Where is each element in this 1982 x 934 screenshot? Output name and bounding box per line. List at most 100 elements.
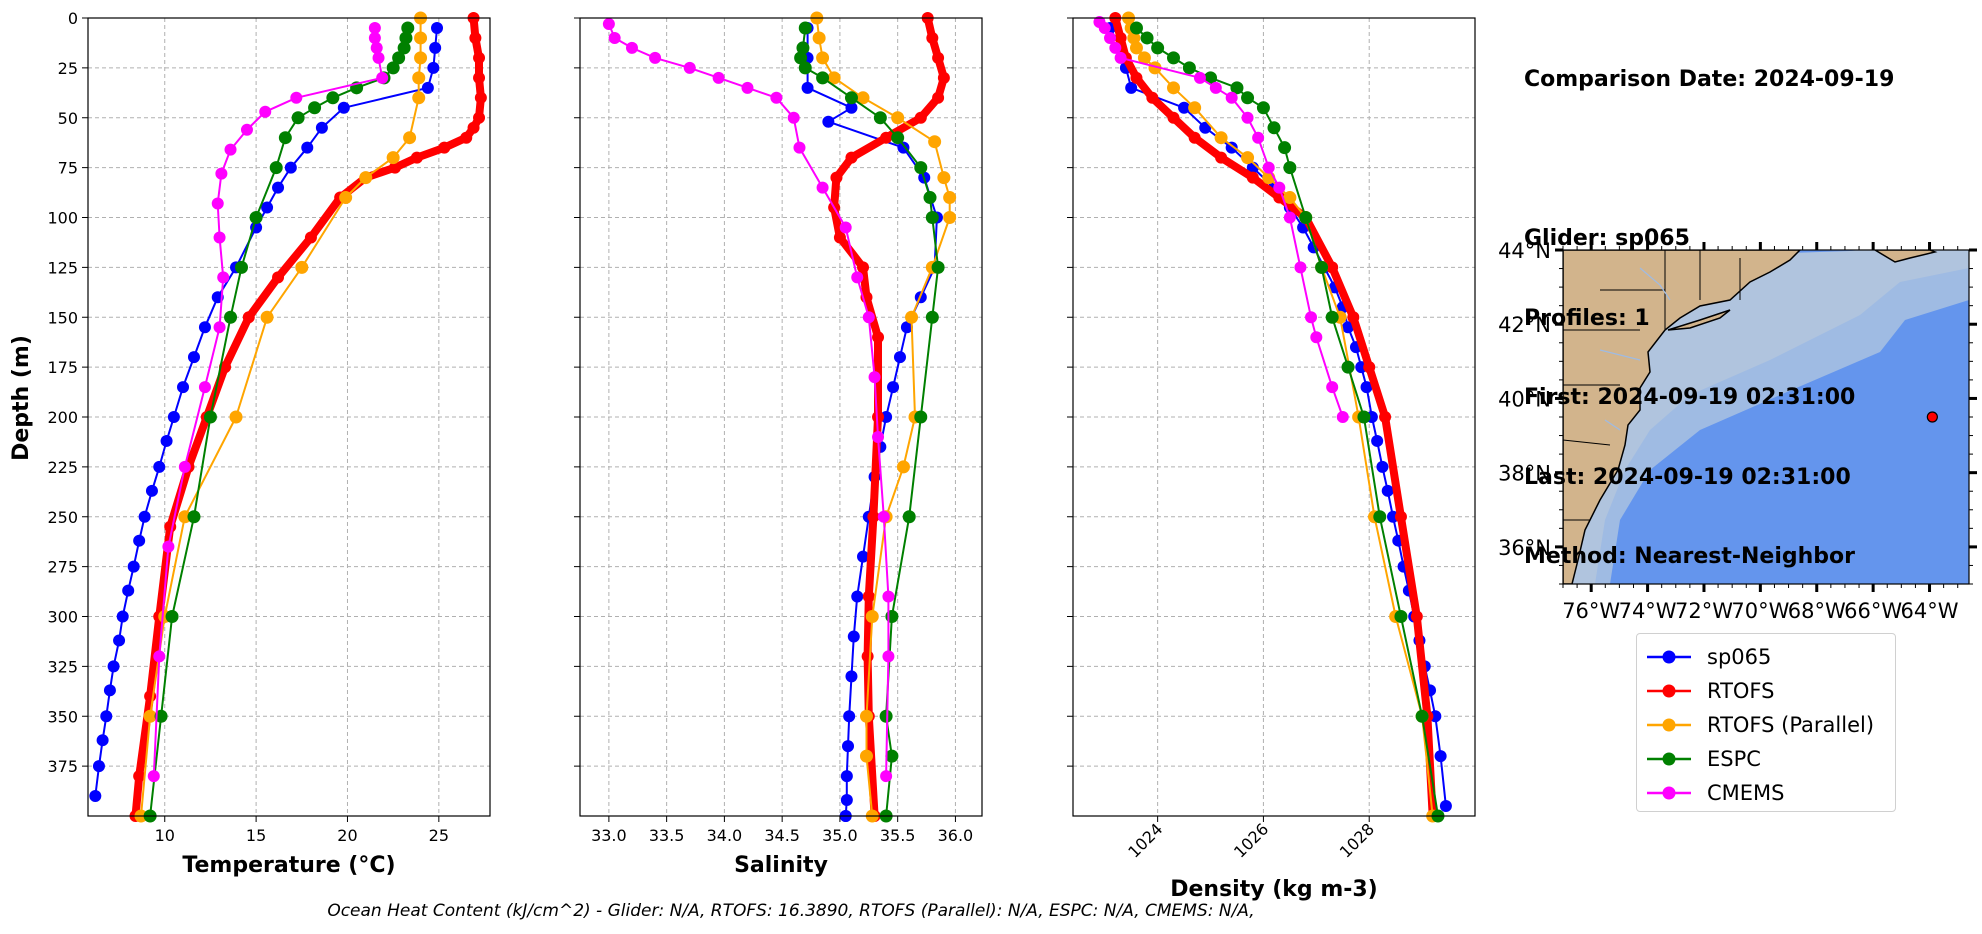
temp-series-sp065 [94, 27, 438, 797]
sal-point-espc [796, 41, 810, 55]
temp-xtick-label: 15 [246, 826, 266, 845]
temp-point-sp065 [138, 510, 151, 523]
sal-point-sp065 [845, 101, 858, 114]
sal-point-espc [925, 211, 939, 224]
temp-point-cmems [368, 21, 381, 34]
dens-point-rtofs [1394, 510, 1407, 523]
dens-point-espc [1241, 91, 1255, 105]
temp-point-espc [308, 101, 322, 115]
sal-xtick-label: 33.0 [591, 826, 627, 845]
map-shelf-water [1563, 250, 1969, 584]
profile-count: Profiles: 1 [1524, 305, 1650, 331]
dens-point-cmems [1336, 411, 1349, 423]
dens-point-cmems [1114, 51, 1127, 64]
temp-point-sp065 [107, 660, 120, 673]
temp-point-sp065 [187, 351, 200, 364]
sal-point-cmems [880, 770, 893, 783]
dens-point-espc [1373, 510, 1387, 524]
temp-point-espc [326, 91, 340, 105]
temp-point-rtofs-parallel- [414, 31, 428, 45]
sal-point-cmems [862, 311, 875, 324]
temp-point-rtofs-parallel- [414, 51, 428, 65]
temp-point-espc [386, 61, 400, 75]
dens-point-cmems [1241, 111, 1254, 124]
sal-point-rtofs-parallel- [859, 709, 873, 723]
sal-point-cmems [882, 650, 895, 663]
temp-point-sp065 [337, 101, 350, 114]
sal-point-espc [925, 310, 939, 324]
sal-point-rtofs [937, 71, 950, 84]
salinity-panel: 33.0 33.5 34.0 34.5 35.0 35.5 36.0 Salinity [574, 11, 983, 878]
sal-point-cmems [712, 71, 725, 84]
ocean-heat-content-note: Ocean Heat Content (kJ/cm^2) - Glider: N… [327, 901, 1255, 921]
dens-point-rtofs [1114, 31, 1127, 44]
sal-point-espc [902, 510, 916, 524]
sal-point-espc [816, 71, 830, 85]
map-lon-label: 70°W [1731, 599, 1789, 623]
sal-point-cmems [770, 91, 783, 104]
temp-point-rtofs [388, 161, 401, 174]
temp-point-sp065 [100, 710, 113, 723]
dens-point-rtofs-parallel- [1283, 191, 1297, 205]
legend-entry-rtofs-parallel-: RTOFS (Parallel) [1637, 708, 1895, 742]
dens-point-cmems [1283, 211, 1296, 224]
sal-point-rtofs-parallel- [856, 91, 870, 105]
dens-point-cmems [1209, 81, 1222, 94]
temp-point-rtofs [473, 71, 486, 84]
dens-point-cmems [1109, 41, 1122, 54]
temp-point-rtofs-parallel- [339, 191, 353, 205]
sal-series-cmems [607, 23, 890, 777]
sal-point-rtofs [833, 231, 846, 244]
sal-point-cmems [816, 181, 829, 194]
map-long-island [1667, 309, 1731, 331]
temp-point-cmems [240, 123, 253, 136]
dens-point-cmems [1310, 331, 1323, 344]
sal-point-espc [798, 61, 812, 75]
sal-xtick-label: 34.5 [764, 826, 800, 845]
temp-point-sp065 [153, 460, 166, 473]
sal-point-rtofs [830, 171, 843, 184]
sal-point-espc [891, 131, 905, 145]
temp-point-rtofs-parallel- [403, 131, 417, 145]
dens-point-sp065 [1178, 101, 1191, 114]
sal-point-rtofs [926, 31, 939, 44]
sal-point-rtofs-parallel- [827, 71, 841, 85]
last-time: Last: 2024-09-19 02:31:00 [1524, 464, 1851, 490]
dens-point-rtofs [1326, 261, 1339, 274]
dens-point-rtofs-parallel- [1188, 101, 1202, 115]
temp-point-rtofs [474, 91, 487, 104]
map-ticks: 44°N 42°N 40°N 38°N 36°N 76°W74°W72°W70°W68°W… [1498, 239, 1977, 623]
dens-point-cmems [1262, 161, 1275, 174]
dens-point-cmems [1294, 261, 1307, 274]
dens-point-cmems [1225, 91, 1238, 104]
sal-point-sp065 [897, 141, 910, 154]
sal-point-cmems [882, 590, 895, 603]
depth-tick-label: 200 [47, 408, 78, 427]
temp-point-cmems [213, 321, 226, 334]
dens-point-sp065 [1439, 800, 1452, 813]
map-state-borders [1563, 250, 1741, 521]
sal-point-sp065 [857, 550, 870, 563]
sal-series-sp065 [806, 28, 938, 817]
sal-point-espc [844, 91, 858, 105]
depth-tick-label: 100 [47, 209, 78, 228]
dens-axes-frame [1072, 17, 1476, 817]
glider-name: Glider: sp065 [1524, 226, 1690, 251]
temp-point-sp065 [122, 584, 135, 597]
temp-point-rtofs [460, 131, 473, 144]
sal-point-sp065 [887, 381, 900, 394]
legend-entry-cmems: CMEMS [1637, 776, 1895, 810]
temp-point-rtofs-parallel- [412, 91, 426, 105]
depth-tick-label: 0 [68, 9, 78, 28]
sal-xtick-label: 36.0 [938, 826, 974, 845]
legend: sp065 RTOFS RTOFS (Parallel) ESPC CMEMS [1636, 633, 1896, 812]
dens-point-espc [1415, 709, 1429, 723]
map-nova-scotia [1873, 250, 1938, 263]
temp-point-sp065 [96, 734, 109, 747]
temp-point-rtofs-parallel- [359, 171, 373, 185]
temp-point-cmems [290, 91, 303, 104]
dens-point-espc [1357, 410, 1371, 424]
sal-xtick-label: 33.5 [649, 826, 685, 845]
dens-point-rtofs-parallel- [1167, 81, 1180, 95]
map-lat-label: 42°N [1498, 313, 1551, 337]
